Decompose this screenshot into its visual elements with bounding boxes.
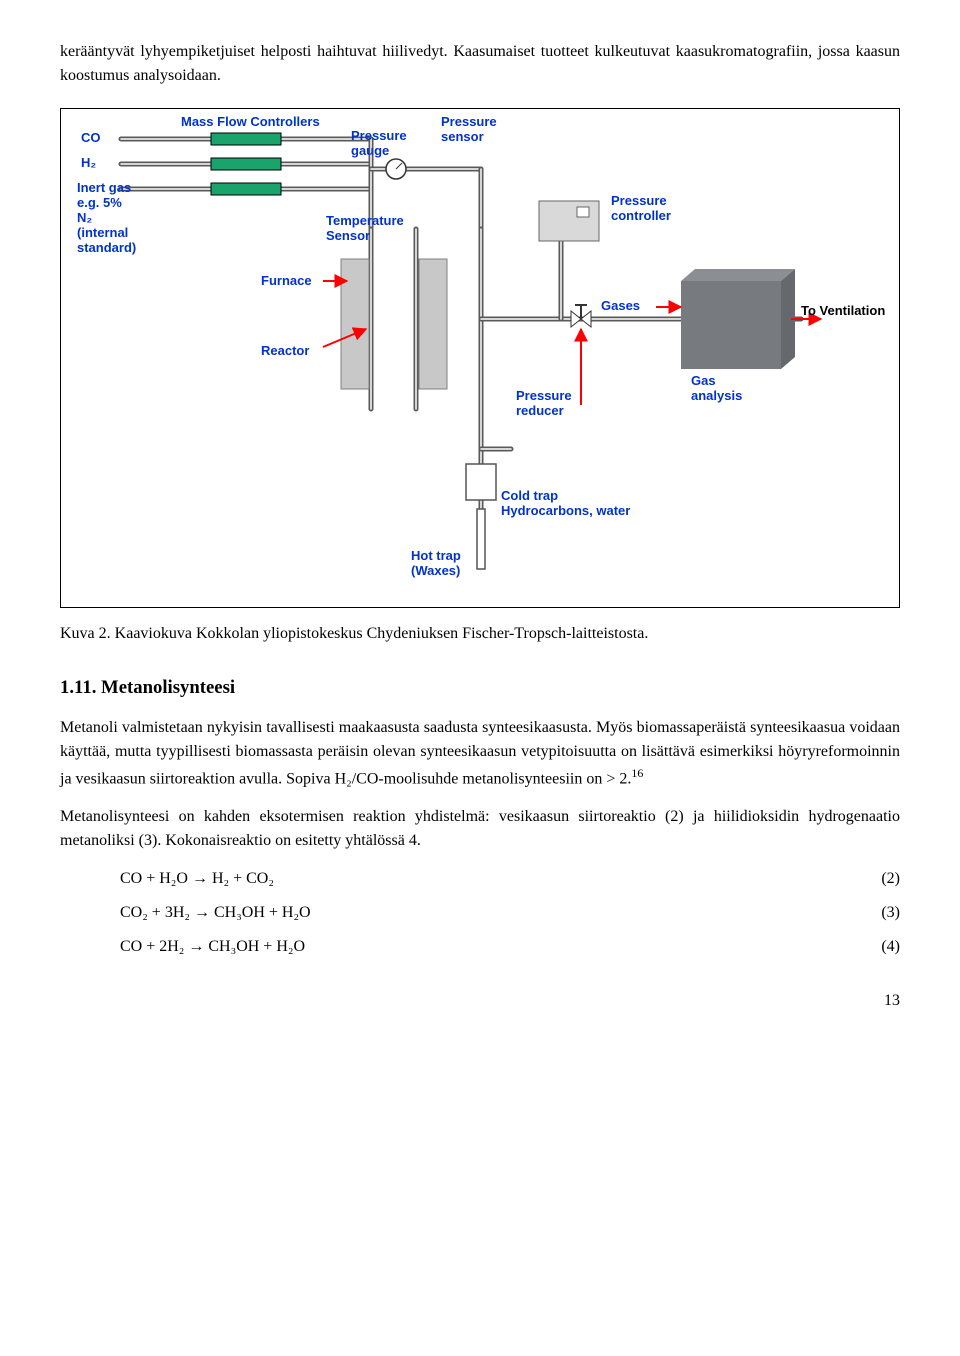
diagram-label-hottrap: Hot trap (Waxes) [411, 549, 461, 579]
para1-ref: 16 [631, 766, 643, 780]
eq2-num: (2) [881, 867, 900, 891]
eq4-num: (4) [881, 935, 900, 959]
eq2-lhs: CO + H₂O → H₂ + CO₂ [120, 867, 274, 891]
diagram-label-co: CO [81, 131, 101, 146]
eq3-num: (3) [881, 901, 900, 925]
diagram-label-pcontroller: Pressure controller [611, 194, 671, 224]
diagram-label-h2: H₂ [81, 156, 96, 171]
diagram-label-reactor: Reactor [261, 344, 309, 359]
diagram-label-tsensor: Temperature Sensor [326, 214, 404, 244]
diagram-label-toventilation: To Ventilation [801, 304, 885, 319]
section-heading: 1.11. Metanolisynteesi [60, 674, 900, 702]
metanoli-para2: Metanolisynteesi on kahden eksotermisen … [60, 805, 900, 853]
diagram-svg [61, 109, 901, 609]
diagram-label-psensor: Pressure sensor [441, 115, 497, 145]
diagram-label-gasanalysis: Gas analysis [691, 374, 742, 404]
equation-3: CO₂ + 3H₂ → CH₃OH + H₂O (3) [60, 901, 900, 925]
diagram-label-gases: Gases [601, 299, 640, 314]
page-number: 13 [60, 989, 900, 1013]
figure-caption: Kuva 2. Kaaviokuva Kokkolan yliopistokes… [60, 622, 900, 646]
diagram-label-mfc: Mass Flow Controllers [181, 115, 320, 130]
equation-2: CO + H₂O → H₂ + CO₂ (2) [60, 867, 900, 891]
fischer-tropsch-diagram: CO H₂ Inert gas e.g. 5% N₂ (internal stand… [60, 108, 900, 608]
diagram-label-coldtrap: Cold trap Hydrocarbons, water [501, 489, 630, 519]
metanoli-para1: Metanoli valmistetaan nykyisin tavallise… [60, 716, 900, 791]
equation-4: CO + 2H₂ → CH₃OH + H₂O (4) [60, 935, 900, 959]
eq3-lhs: CO₂ + 3H₂ → CH₃OH + H₂O [120, 901, 311, 925]
intro-paragraph: kerääntyvät lyhyempiketjuiset helposti h… [60, 40, 900, 88]
eq4-lhs: CO + 2H₂ → CH₃OH + H₂O [120, 935, 305, 959]
diagram-label-preducer: Pressure reducer [516, 389, 572, 419]
diagram-label-inert: Inert gas e.g. 5% N₂ (internal standard) [77, 181, 136, 256]
para1-text: Metanoli valmistetaan nykyisin tavallise… [60, 719, 900, 787]
diagram-label-pgauge: Pressure gauge [351, 129, 407, 159]
diagram-label-furnace: Furnace [261, 274, 312, 289]
